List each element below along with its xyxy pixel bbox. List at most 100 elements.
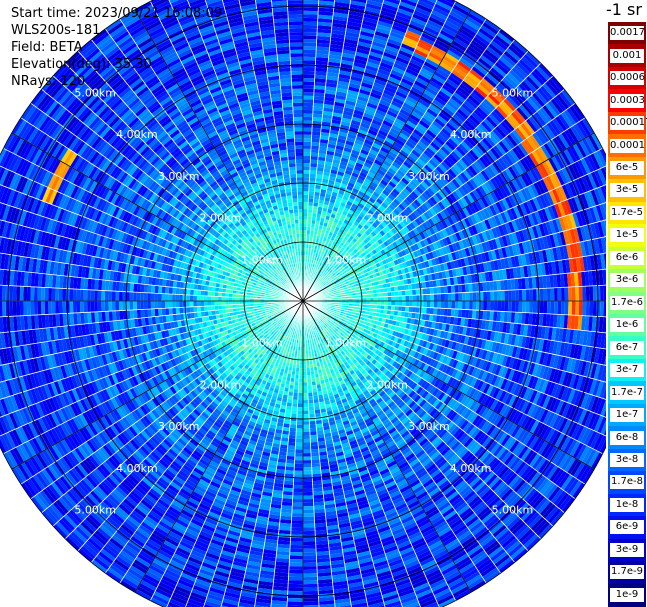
data-cell bbox=[426, 287, 431, 295]
data-cell bbox=[530, 70, 546, 86]
data-cell bbox=[316, 170, 324, 176]
data-cell bbox=[568, 286, 573, 301]
data-cell bbox=[343, 147, 353, 153]
data-cell bbox=[402, 261, 408, 269]
data-cell bbox=[377, 266, 383, 272]
data-cell bbox=[550, 75, 565, 92]
data-cell bbox=[390, 28, 406, 37]
data-cell bbox=[454, 188, 464, 199]
data-cell bbox=[321, 255, 326, 260]
data-cell bbox=[429, 141, 441, 152]
data-cell bbox=[444, 0, 456, 5]
data-cell bbox=[479, 54, 495, 68]
data-cell bbox=[303, 102, 314, 107]
data-cell bbox=[325, 253, 330, 259]
data-cell bbox=[323, 256, 328, 262]
data-cell bbox=[486, 193, 496, 205]
data-cell bbox=[511, 301, 516, 313]
data-cell bbox=[433, 214, 441, 224]
data-cell bbox=[333, 264, 339, 269]
data-cell bbox=[376, 24, 392, 32]
data-cell bbox=[603, 166, 606, 173]
data-cell bbox=[518, 83, 532, 98]
data-cell bbox=[324, 215, 331, 221]
data-cell bbox=[564, 129, 576, 146]
data-cell bbox=[315, 280, 319, 285]
data-cell bbox=[407, 137, 418, 147]
data-cell bbox=[306, 223, 312, 228]
data-cell bbox=[463, 194, 472, 206]
data-cell bbox=[405, 295, 410, 301]
data-cell bbox=[338, 73, 351, 80]
data-cell bbox=[483, 301, 488, 311]
data-cell bbox=[328, 54, 342, 60]
data-cell bbox=[465, 167, 475, 179]
data-cell bbox=[382, 0, 400, 9]
data-cell bbox=[316, 39, 331, 44]
data-cell bbox=[568, 181, 578, 197]
data-cell bbox=[585, 208, 594, 225]
data-cell bbox=[314, 284, 318, 288]
data-cell bbox=[303, 92, 314, 96]
data-cell bbox=[407, 265, 413, 273]
data-cell bbox=[387, 296, 392, 301]
data-cell bbox=[412, 13, 429, 23]
data-cell bbox=[364, 6, 381, 14]
data-cell bbox=[487, 69, 502, 83]
data-cell bbox=[310, 156, 319, 161]
data-cell bbox=[376, 152, 387, 160]
data-cell bbox=[380, 96, 393, 104]
data-cell bbox=[502, 184, 512, 197]
data-cell bbox=[376, 216, 384, 224]
data-cell bbox=[345, 28, 361, 35]
data-cell bbox=[440, 145, 451, 156]
data-cell bbox=[444, 301, 449, 309]
data-cell bbox=[326, 147, 336, 153]
data-cell bbox=[335, 174, 344, 180]
data-cell bbox=[313, 103, 324, 108]
data-cell bbox=[449, 72, 464, 84]
data-cell bbox=[534, 90, 548, 105]
data-cell bbox=[419, 239, 426, 248]
data-cell bbox=[441, 26, 457, 38]
data-cell bbox=[407, 182, 416, 191]
data-cell bbox=[398, 49, 413, 59]
data-cell bbox=[503, 98, 517, 112]
data-cell bbox=[341, 274, 346, 278]
data-cell bbox=[513, 88, 527, 103]
data-cell bbox=[500, 155, 511, 168]
data-cell bbox=[303, 85, 315, 89]
data-cell bbox=[501, 53, 517, 67]
data-cell bbox=[442, 23, 459, 35]
data-cell bbox=[355, 162, 364, 169]
data-cell bbox=[312, 110, 323, 115]
data-cell bbox=[449, 135, 461, 146]
data-cell bbox=[425, 86, 438, 97]
data-cell bbox=[330, 165, 339, 172]
data-cell bbox=[440, 187, 450, 197]
data-cell bbox=[453, 148, 464, 159]
data-cell bbox=[520, 122, 533, 137]
data-cell bbox=[325, 154, 334, 160]
data-cell bbox=[390, 177, 399, 186]
data-cell bbox=[356, 214, 364, 221]
data-cell bbox=[532, 288, 537, 301]
data-cell bbox=[402, 102, 415, 111]
data-cell bbox=[315, 285, 319, 290]
data-cell bbox=[407, 283, 413, 290]
data-cell bbox=[508, 180, 518, 194]
data-cell bbox=[391, 296, 396, 301]
data-cell bbox=[436, 133, 448, 144]
data-cell bbox=[303, 244, 306, 248]
data-cell bbox=[310, 145, 320, 150]
data-cell bbox=[331, 262, 337, 267]
data-cell bbox=[392, 241, 399, 248]
data-cell bbox=[345, 251, 351, 256]
data-cell bbox=[490, 90, 504, 104]
data-cell bbox=[341, 179, 349, 186]
data-cell bbox=[336, 87, 348, 94]
data-cell bbox=[316, 35, 331, 41]
data-cell bbox=[394, 291, 399, 297]
data-cell bbox=[522, 156, 533, 171]
data-cell bbox=[317, 282, 321, 286]
